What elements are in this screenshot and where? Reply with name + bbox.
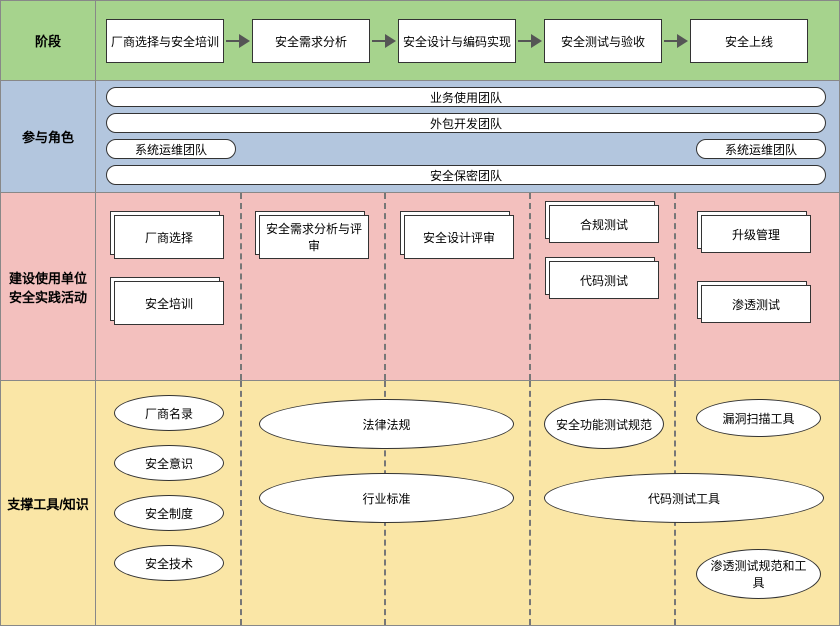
tool-pentest-spec: 渗透测试规范和工具 [696,549,821,599]
act-pentest: 渗透测试 [701,285,811,323]
row-tools: 支撑工具/知识 厂商名录 安全意识 安全制度 安全技术 法律法规 行业标准 安全… [1,381,839,625]
act-sec-training: 安全培训 [114,281,224,325]
tool-vuln-scan: 漏洞扫描工具 [696,399,821,437]
row-stage: 阶段 厂商选择与安全培训 安全需求分析 安全设计与编码实现 安全测试与验收 安全… [1,1,839,81]
diagram-root: 阶段 厂商选择与安全培训 安全需求分析 安全设计与编码实现 安全测试与验收 安全… [0,0,840,626]
vsep-a4 [674,193,676,380]
tool-laws: 法律法规 [259,399,514,449]
tools-content: 厂商名录 安全意识 安全制度 安全技术 法律法规 行业标准 安全功能测试规范 代… [96,381,839,625]
vsep-t1 [240,381,242,625]
row-label-tools: 支撑工具/知识 [1,381,96,625]
tool-policy: 安全制度 [114,495,224,531]
role-pill-ops-right: 系统运维团队 [696,139,826,159]
act-upgrade-mgmt: 升级管理 [701,215,811,253]
tool-vendor-list: 厂商名录 [114,395,224,431]
row-label-roles: 参与角色 [1,81,96,192]
stage-content: 厂商选择与安全培训 安全需求分析 安全设计与编码实现 安全测试与验收 安全上线 [96,1,839,80]
activities-content: 厂商选择 安全培训 安全需求分析与评审 安全设计评审 合规测试 代码测试 升级管… [96,193,839,380]
vsep-a2 [384,193,386,380]
tool-func-test-spec: 安全功能测试规范 [544,399,664,449]
row-label-stage: 阶段 [1,1,96,80]
row-roles: 参与角色 业务使用团队 外包开发团队 系统运维团队 系统运维团队 安全保密团队 [1,81,839,193]
role-pill-security: 安全保密团队 [106,165,826,185]
act-req-review: 安全需求分析与评审 [259,215,369,259]
stage-box-3: 安全设计与编码实现 [398,19,516,63]
arrow-2 [372,34,396,48]
row-label-activities: 建设使用单位安全实践活动 [1,193,96,380]
stage-box-5: 安全上线 [690,19,808,63]
tool-tech: 安全技术 [114,545,224,581]
roles-content: 业务使用团队 外包开发团队 系统运维团队 系统运维团队 安全保密团队 [96,81,839,192]
vsep-a1 [240,193,242,380]
tool-standards: 行业标准 [259,473,514,523]
tool-awareness: 安全意识 [114,445,224,481]
act-code-test: 代码测试 [549,261,659,299]
act-compliance-test: 合规测试 [549,205,659,243]
stage-box-4: 安全测试与验收 [544,19,662,63]
act-design-review: 安全设计评审 [404,215,514,259]
arrow-4 [664,34,688,48]
role-pill-business: 业务使用团队 [106,87,826,107]
act-vendor-select: 厂商选择 [114,215,224,259]
row-activities: 建设使用单位安全实践活动 厂商选择 安全培训 安全需求分析与评审 安全设计评审 … [1,193,839,381]
stage-box-2: 安全需求分析 [252,19,370,63]
tool-code-test-tool: 代码测试工具 [544,473,824,523]
arrow-3 [518,34,542,48]
arrow-1 [226,34,250,48]
stage-box-1: 厂商选择与安全培训 [106,19,224,63]
vsep-a3 [529,193,531,380]
vsep-t3 [529,381,531,625]
role-pill-outsource: 外包开发团队 [106,113,826,133]
role-pill-ops-left: 系统运维团队 [106,139,236,159]
